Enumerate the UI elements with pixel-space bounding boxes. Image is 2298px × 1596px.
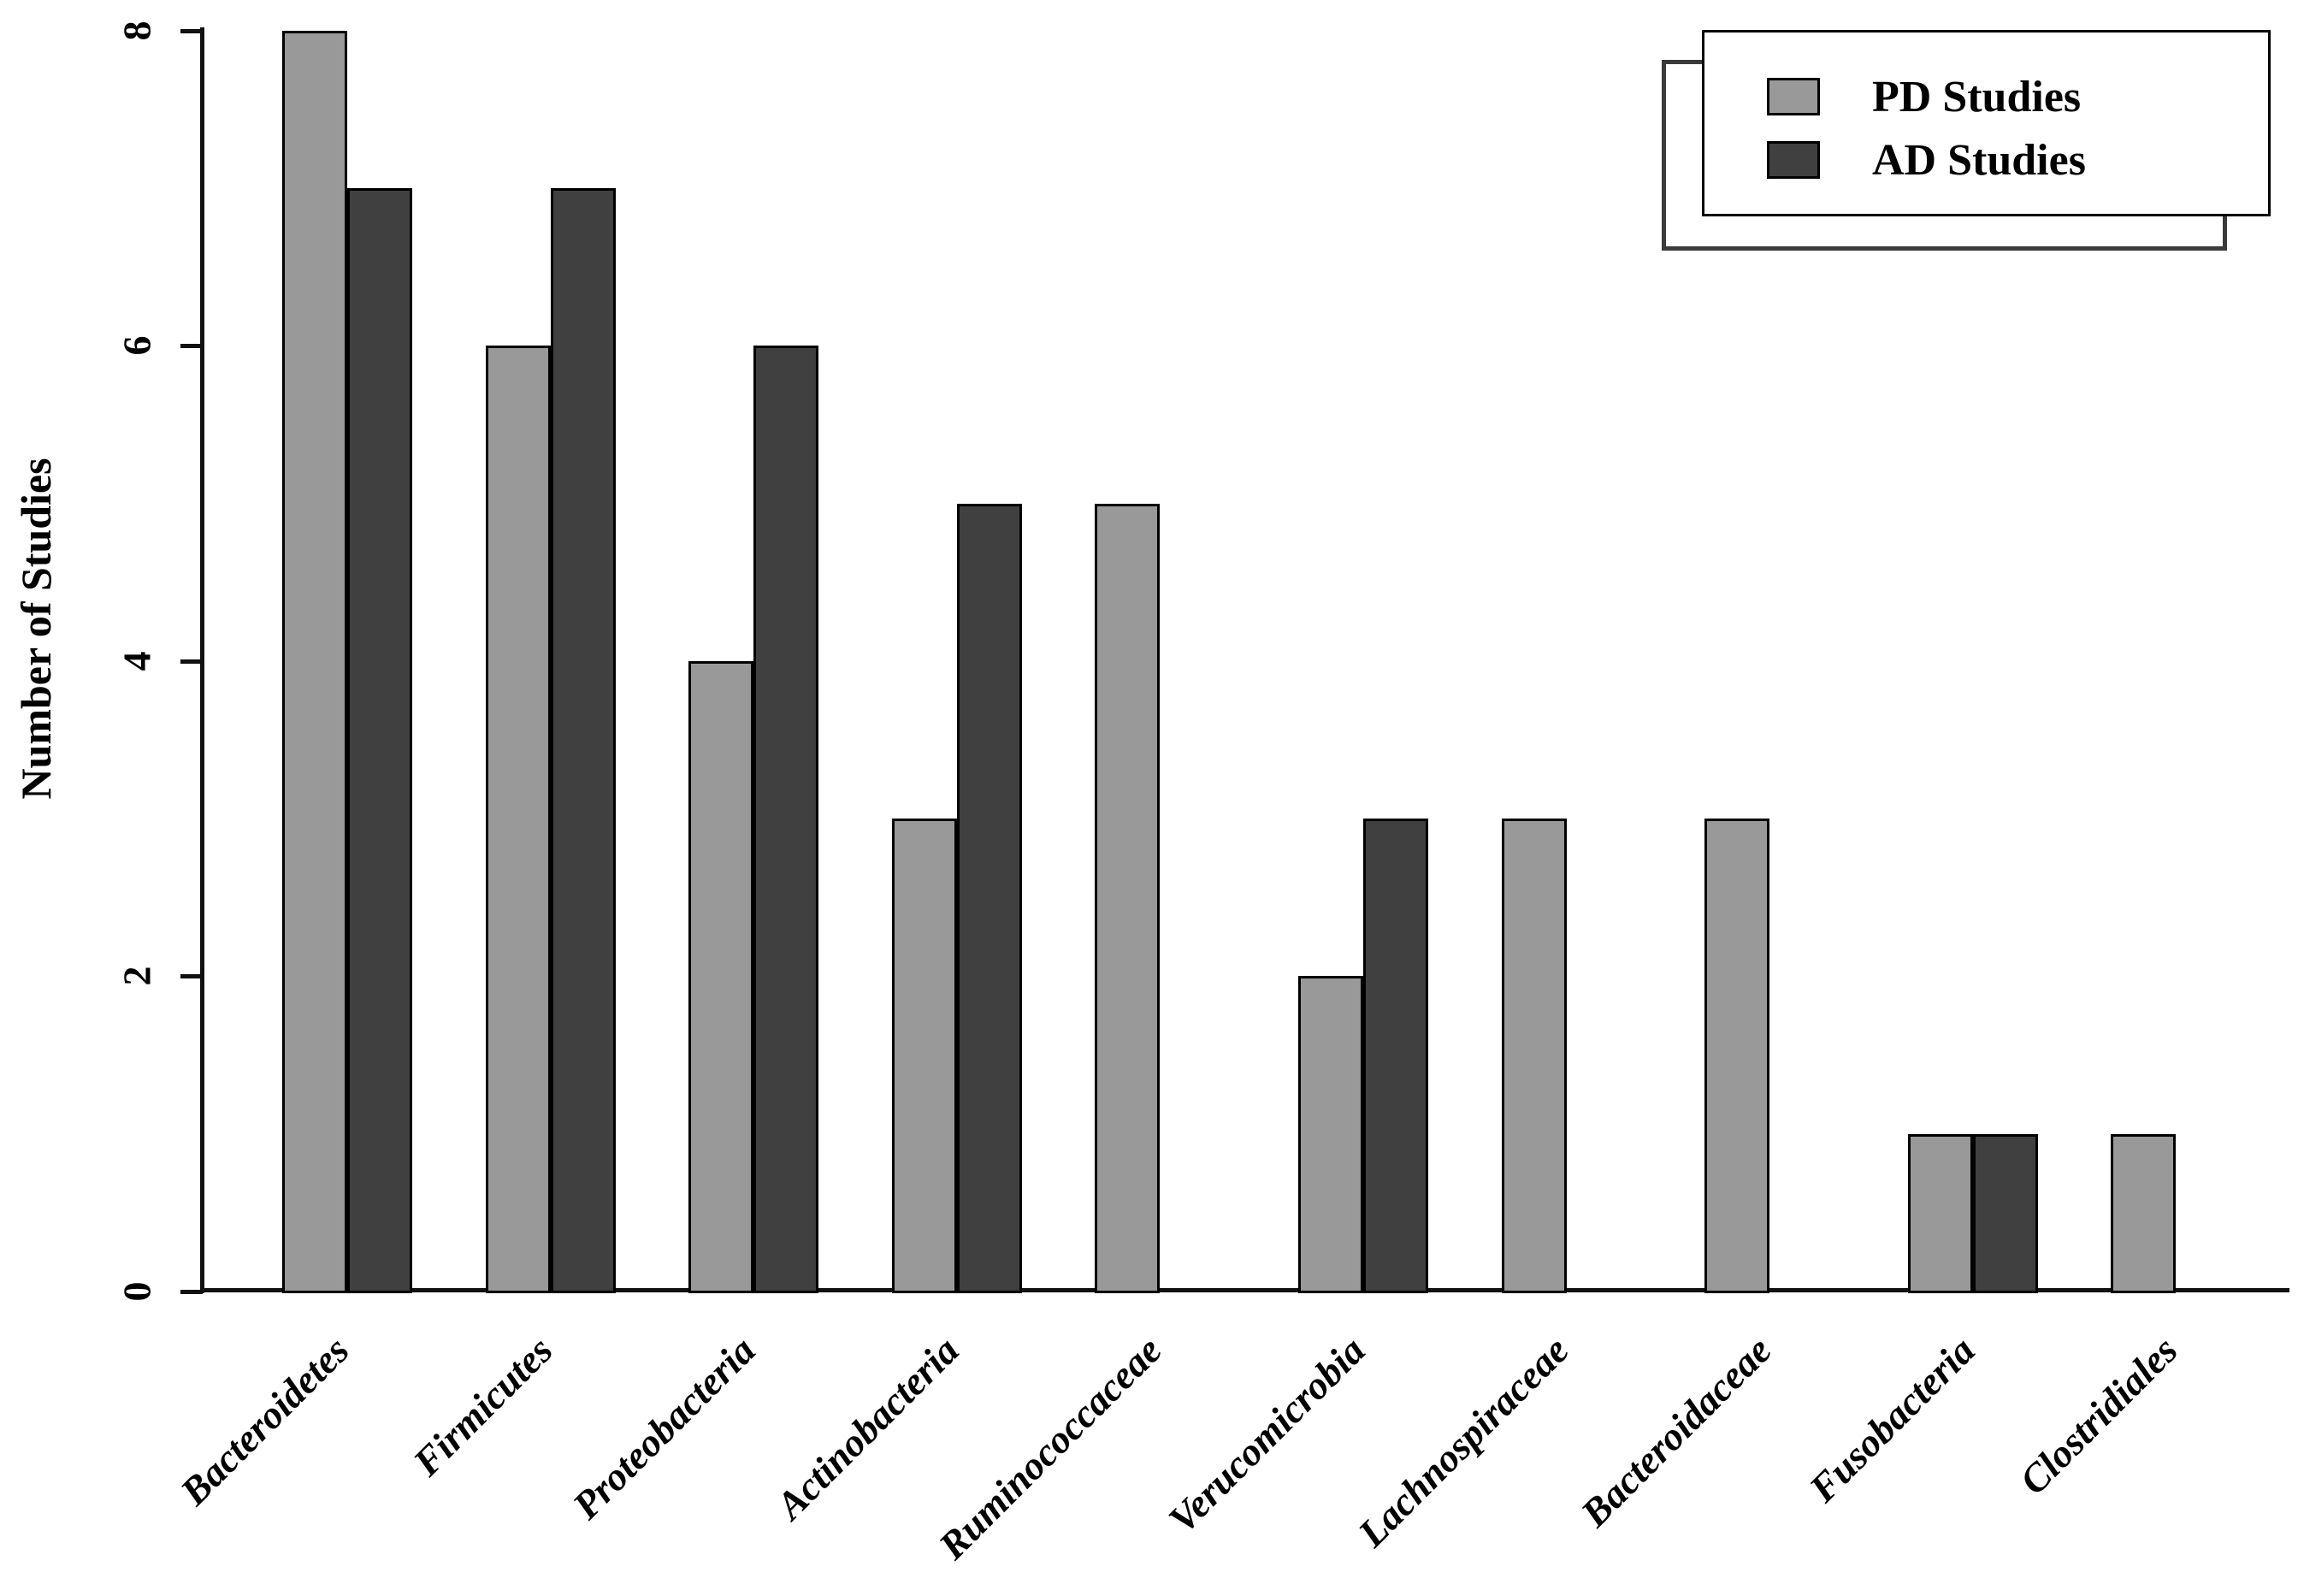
bar-pd-proteobacteria	[688, 660, 754, 1293]
legend-entry-ad-studies: AD Studies	[1767, 136, 2086, 185]
legend-box: PD Studies AD Studies	[1702, 30, 2271, 216]
bar-pd-bacteroidetes	[282, 30, 347, 1293]
bar-pd-ruminococcaceae	[1095, 503, 1161, 1293]
bar-pd-bacteroidaceae	[1704, 819, 1770, 1293]
bar-ad-bacteroidetes	[347, 187, 412, 1293]
bar-ad-proteobacteria	[753, 346, 819, 1293]
bar-pd-lachnospiraceae	[1501, 819, 1567, 1293]
bar-pd-verucomicrobia	[1298, 976, 1363, 1293]
y-tick-label-6: 6	[115, 335, 159, 356]
y-tick-4	[180, 659, 203, 664]
y-tick-label-4: 4	[115, 651, 159, 671]
y-tick-2	[180, 974, 203, 979]
bar-pd-fusobacteria	[1907, 1133, 1973, 1293]
legend-entry-pd-studies: PD Studies	[1767, 73, 2081, 121]
y-axis-title: Number of Studies	[12, 458, 60, 800]
legend-swatch-pd-studies	[1767, 78, 1820, 115]
bar-ad-actinobacteria	[956, 503, 1022, 1293]
y-tick-label-0: 0	[115, 1281, 159, 1302]
bar-ad-firmicutes	[550, 187, 616, 1293]
y-tick-label-8: 8	[115, 21, 159, 41]
bar-pd-actinobacteria	[891, 819, 957, 1293]
bar-pd-clostridiales	[2111, 1133, 2177, 1293]
bar-pd-firmicutes	[485, 346, 551, 1293]
legend-label-ad-studies: AD Studies	[1872, 135, 2086, 185]
bar-ad-fusobacteria	[1972, 1133, 2038, 1293]
legend-label-pd-studies: PD Studies	[1872, 72, 2082, 121]
y-tick-6	[180, 344, 203, 349]
bar-ad-verucomicrobia	[1363, 819, 1428, 1293]
y-tick-0	[180, 1290, 203, 1294]
y-tick-8	[180, 28, 203, 33]
legend-swatch-ad-studies	[1767, 141, 1820, 179]
y-tick-label-2: 2	[115, 966, 159, 986]
x-axis-line	[200, 1288, 2289, 1292]
